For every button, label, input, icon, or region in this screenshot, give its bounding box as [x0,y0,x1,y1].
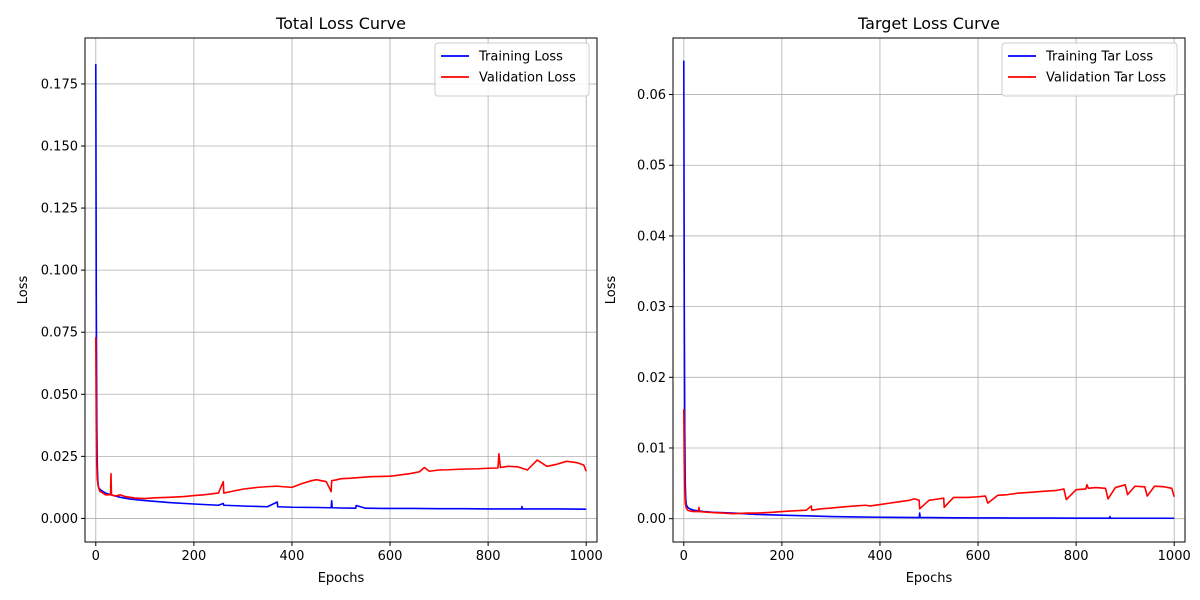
x-tick-label: 0 [92,549,100,564]
x-tick-label: 600 [966,549,991,564]
legend-label: Validation Loss [479,71,576,86]
x-axis-label: Epochs [318,571,365,586]
y-tick-label: 0.150 [41,140,78,155]
plot-frame [672,37,1186,543]
x-tick-label: 800 [1064,549,1089,564]
legend: Training Loss Validation Loss [434,42,590,97]
y-tick-label: 0.04 [637,229,666,244]
y-tick-label: 0.02 [637,371,666,386]
y-tick-label: 0.01 [637,441,666,456]
y-tick-label: 0.125 [41,202,78,217]
x-tick-label: 200 [769,549,794,564]
legend: Training Tar Loss Validation Tar Loss [1001,42,1178,97]
y-tick-label: 0.000 [41,512,78,527]
x-tick-label: 800 [476,549,501,564]
legend-box [1001,42,1178,97]
x-tick-label: 1000 [1158,549,1191,564]
y-tick-label: 0.075 [41,326,78,341]
chart-title: Total Loss Curve [275,14,406,33]
y-tick-label: 0.050 [41,388,78,403]
y-axis-label: Loss [604,276,619,305]
legend-box [434,42,590,97]
legend-label: Training Tar Loss [1045,50,1153,65]
y-tick-label: 0.06 [637,88,666,103]
x-tick-label: 400 [868,549,893,564]
y-axis-label: Loss [16,276,31,305]
y-tick-label: 0.025 [41,450,78,465]
chart-panel-1: 0 200 400 600 800 1000 0.000 0.025 0.050 0.075 0.1… [16,14,603,586]
y-tick-label: 0.03 [637,300,666,315]
series-line-training-tar-loss [682,60,1175,520]
y-tick-label: 0.175 [41,77,78,92]
x-tick-label: 0 [680,549,688,564]
x-tick-label: 1000 [570,549,603,564]
series-line-validation-loss [94,337,587,500]
x-axis-label: Epochs [906,571,953,586]
series-line-training-loss [94,64,587,511]
plot-frame [84,37,598,543]
x-tick-label: 400 [280,549,305,564]
chart-title: Target Loss Curve [857,14,1000,33]
y-tick-label: 0.100 [41,264,78,279]
x-tick-label: 200 [181,549,206,564]
chart-panel-2: 0 200 400 600 800 1000 0.00 0.01 0.02 0.03 0.04 0.0… [604,14,1191,586]
x-tick-label: 600 [378,549,403,564]
y-tick-label: 0.00 [637,512,666,527]
series-line-validation-tar-loss [682,409,1175,515]
legend-label: Validation Tar Loss [1046,71,1166,86]
legend-label: Training Loss [478,50,563,65]
y-tick-label: 0.05 [637,159,666,174]
